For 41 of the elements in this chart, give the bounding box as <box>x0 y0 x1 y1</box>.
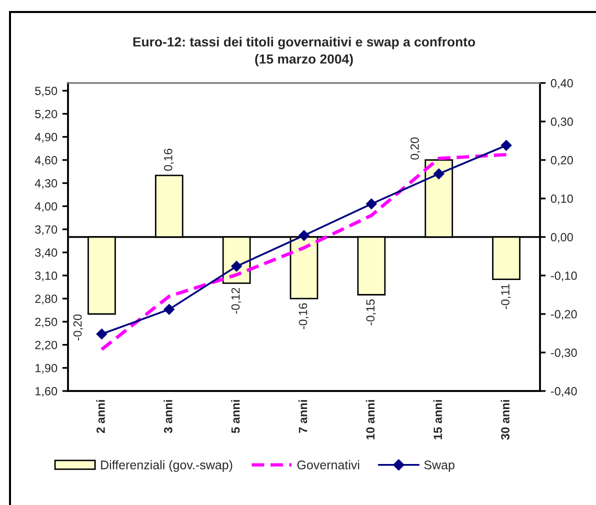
data-label: -0,11 <box>501 284 511 310</box>
y-tick-label: 1,90 <box>36 364 58 374</box>
x-tick-label: 7 anni <box>298 400 308 433</box>
y-tick-label: 4,90 <box>34 132 58 143</box>
y-tick-label: 4,00 <box>34 202 58 212</box>
y-tick-label: 5,20 <box>35 110 58 120</box>
y2-tick-label: 0,40 <box>550 79 573 89</box>
y-tick-label: 3,70 <box>35 225 58 236</box>
y-tick-label: 3,40 <box>35 248 58 258</box>
y-tick-label: 1,60 <box>36 387 58 397</box>
data-label: -0,12 <box>231 288 242 314</box>
y-tick-label: 3,10 <box>35 272 58 282</box>
y2-tick-label: -0,40 <box>550 387 577 397</box>
y2-tick-label: 0,00 <box>550 233 573 243</box>
y2-tick-label: -0,30 <box>550 348 577 358</box>
x-tick-label: 30 anni <box>500 400 510 440</box>
y-tick-label: 4,60 <box>34 156 58 166</box>
y2-tick-label: 0,30 <box>550 118 573 128</box>
legend-label: Differenziali (gov.-swap) <box>101 460 232 472</box>
y-tick-label: 2,80 <box>35 294 58 304</box>
y-tick-label: 5,50 <box>35 86 58 96</box>
data-label: -0,15 <box>366 299 376 326</box>
data-label: -0,20 <box>73 314 84 340</box>
data-label: 0,20 <box>410 137 420 160</box>
data-label: -0,16 <box>298 303 309 330</box>
y-tick-label: 2,20 <box>35 340 58 351</box>
y-tick-label: 2,50 <box>35 318 58 328</box>
x-tick-label: 5 anni <box>231 400 240 434</box>
legend-label: Governativi <box>297 460 360 470</box>
x-tick-label: 10 anni <box>366 400 375 440</box>
x-tick-label: 15 anni <box>433 400 442 440</box>
legend-label: Swap <box>424 460 454 472</box>
y2-tick-label: -0,10 <box>550 272 577 282</box>
x-tick-label: 2 anni <box>96 400 105 434</box>
data-label: 0,16 <box>164 148 174 171</box>
chart-title: Euro-12: tassi dei titoli governaitivi e swap a confronto (15 marzo 2004) <box>133 36 476 66</box>
y2-tick-label: 0,20 <box>550 156 573 166</box>
y2-tick-label: 0,10 <box>550 194 573 204</box>
x-tick-label: 3 anni <box>164 400 172 434</box>
y2-tick-label: -0,20 <box>550 310 577 320</box>
y-tick-label: 4,30 <box>34 179 58 189</box>
